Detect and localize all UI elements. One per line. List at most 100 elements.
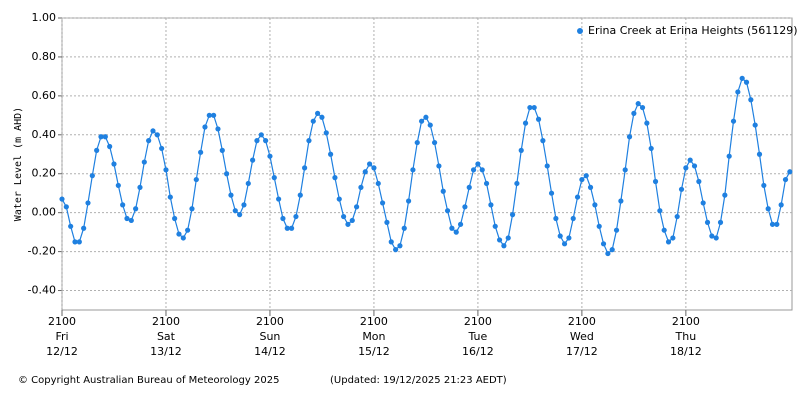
copyright: © Copyright Australian Bureau of Meteoro…: [18, 375, 279, 386]
data-point: [713, 235, 719, 241]
data-point: [323, 130, 329, 136]
data-point: [457, 221, 464, 227]
data-point: [613, 227, 620, 233]
data-point: [423, 114, 429, 120]
data-point: [310, 118, 316, 124]
data-point: [315, 110, 321, 116]
y-tick-label: 0.80: [32, 50, 57, 63]
data-point: [674, 213, 680, 220]
y-tick-label: 0.00: [32, 206, 57, 219]
data-point: [548, 190, 555, 196]
legend-label: Erina Creek at Erina Heights (561129): [588, 24, 798, 37]
x-tick-label: Wed: [570, 330, 594, 343]
data-point: [336, 196, 342, 202]
data-point: [557, 233, 563, 239]
data-point: [371, 165, 377, 171]
data-point: [263, 138, 269, 144]
data-point: [583, 173, 589, 179]
x-tick-label: 2100: [152, 315, 180, 328]
data-point: [496, 237, 503, 243]
data-point: [566, 235, 572, 241]
data-point: [730, 118, 737, 124]
data-point: [124, 215, 130, 222]
data-point: [410, 167, 416, 173]
data-point: [492, 223, 498, 229]
data-point: [696, 178, 702, 185]
data-point: [176, 231, 182, 237]
data-point: [743, 79, 750, 85]
data-point: [189, 206, 195, 212]
data-point: [228, 192, 234, 198]
data-point: [462, 204, 468, 210]
x-tick-label: 2100: [256, 315, 284, 328]
data-point: [501, 243, 507, 249]
data-point: [297, 192, 303, 198]
data-point: [626, 134, 633, 140]
x-tick-label: 2100: [464, 315, 492, 328]
data-point: [397, 243, 403, 249]
data-point: [193, 176, 199, 183]
data-point: [267, 153, 273, 159]
x-tick-label: 14/12: [254, 345, 286, 358]
data-point: [631, 110, 637, 116]
data-point: [98, 134, 104, 140]
data-point: [163, 167, 169, 173]
data-point: [488, 202, 494, 208]
data-point: [561, 241, 568, 247]
data-point: [540, 138, 546, 144]
data-point: [159, 145, 165, 152]
data-point: [648, 145, 654, 152]
data-point: [258, 132, 264, 138]
data-point: [72, 239, 78, 245]
data-point: [89, 173, 95, 179]
data-point: [652, 178, 659, 185]
data-point: [774, 221, 780, 227]
data-point: [418, 118, 425, 124]
data-point: [592, 202, 598, 208]
data-point: [466, 184, 472, 190]
data-point: [102, 134, 108, 140]
data-point: [782, 176, 789, 183]
data-point: [328, 151, 334, 157]
data-point: [375, 180, 381, 187]
data-point: [735, 89, 741, 95]
data-point: [691, 163, 698, 169]
data-point: [392, 247, 399, 253]
data-point: [306, 138, 312, 144]
data-point: [596, 223, 602, 229]
data-point: [198, 149, 204, 155]
data-point: [717, 219, 724, 225]
data-point: [302, 165, 308, 171]
data-point: [431, 139, 438, 146]
x-tick-label: 2100: [672, 315, 700, 328]
data-point: [661, 227, 667, 233]
data-point: [657, 208, 663, 214]
data-point: [276, 196, 282, 202]
x-tick-label: Sat: [157, 330, 176, 343]
data-point: [366, 161, 373, 167]
data-point: [479, 167, 485, 173]
data-point: [665, 239, 672, 245]
data-point: [670, 235, 676, 241]
data-point: [250, 157, 256, 163]
data-point: [683, 165, 689, 171]
data-point: [483, 180, 490, 187]
data-point: [518, 147, 524, 153]
data-point: [76, 239, 82, 245]
data-point: [436, 163, 442, 169]
data-point: [180, 235, 186, 241]
data-point: [384, 219, 390, 225]
data-point: [505, 235, 511, 241]
data-point: [232, 208, 238, 214]
data-point: [133, 206, 139, 212]
data-point: [141, 159, 147, 165]
data-point: [414, 139, 420, 146]
data-point: [514, 180, 520, 187]
data-point: [609, 247, 615, 253]
data-point: [146, 138, 152, 144]
data-point: [453, 229, 459, 235]
data-point: [388, 239, 394, 245]
data-point: [570, 215, 576, 222]
x-tick-label: Mon: [362, 330, 385, 343]
data-point: [172, 215, 178, 222]
